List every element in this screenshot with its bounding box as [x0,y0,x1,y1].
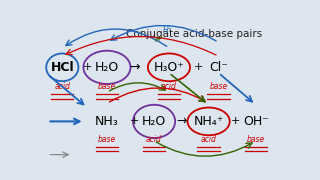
Text: H⁺: H⁺ [155,37,164,43]
Text: →: → [176,115,187,128]
Text: base: base [98,82,116,91]
Text: Conjugate acid-base pairs: Conjugate acid-base pairs [126,29,262,39]
Text: +: + [231,116,241,126]
Text: H₂O: H₂O [95,61,119,74]
Text: HCl: HCl [51,61,74,74]
Text: +: + [194,62,204,72]
Text: acid: acid [161,82,177,91]
Text: H⁺: H⁺ [163,26,172,35]
Text: acid: acid [201,135,217,144]
Text: NH₃: NH₃ [95,115,119,128]
Text: acid: acid [146,135,162,144]
Text: H₂O: H₂O [142,115,166,128]
Text: base: base [247,135,265,144]
Text: +: + [130,116,139,126]
Text: OH⁻: OH⁻ [243,115,269,128]
Text: base: base [98,135,116,144]
Text: base: base [209,82,228,91]
Text: Cl⁻: Cl⁻ [209,61,228,74]
Text: NH₄⁺: NH₄⁺ [194,115,224,128]
Text: acid: acid [54,82,70,91]
Text: H₃O⁺: H₃O⁺ [154,61,184,74]
Text: +: + [83,62,92,72]
Text: →: → [129,61,140,74]
